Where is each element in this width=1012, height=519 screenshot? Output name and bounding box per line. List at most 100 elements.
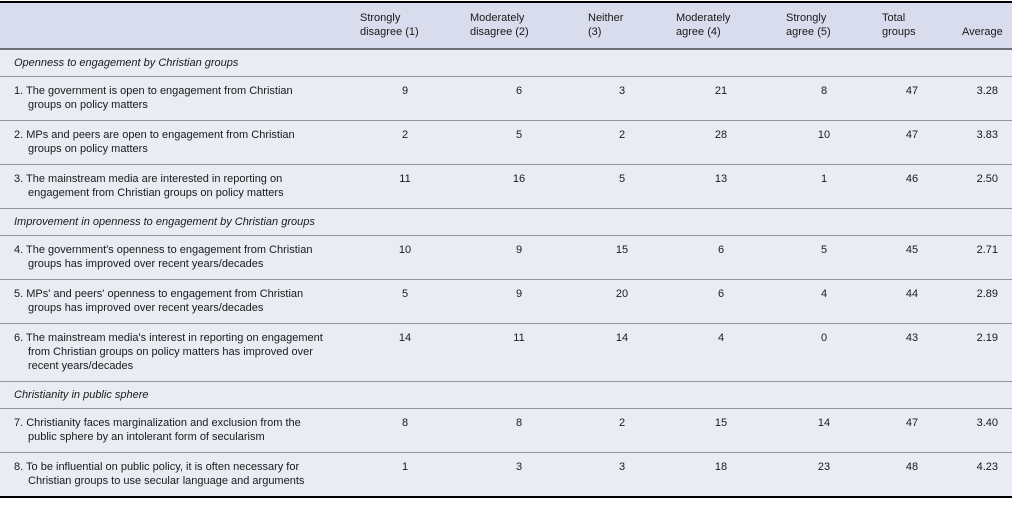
value-cell: 47 — [905, 129, 919, 141]
table-row: 3. The mainstream media are interested i… — [0, 165, 1012, 209]
average-cell: 4.23 — [976, 461, 998, 473]
column-header-line: disagree (1) — [360, 26, 419, 38]
value-cell: 13 — [714, 173, 728, 185]
value-cell: 47 — [905, 417, 919, 429]
table-row: 7. Christianity faces marginalization an… — [0, 409, 1012, 453]
value-cell: 47 — [905, 85, 919, 97]
average-cell: 3.83 — [976, 129, 998, 141]
row-label: 8. To be influential on public policy, i… — [14, 461, 305, 487]
average-cell: 2.50 — [976, 173, 998, 185]
table-row: 1. The government is open to engagement … — [0, 77, 1012, 121]
average-cell: 2.19 — [976, 332, 998, 344]
value-cell: 0 — [820, 332, 828, 344]
section-header-label: Openness to engagement by Christian grou… — [14, 57, 239, 69]
average-cell: 2.89 — [976, 288, 998, 300]
column-header-line: Strongly — [360, 12, 401, 24]
value-cell: 6 — [717, 288, 725, 300]
value-cell: 23 — [817, 461, 831, 473]
value-cell: 43 — [905, 332, 919, 344]
table-row: 4. The government's openness to engageme… — [0, 236, 1012, 280]
value-cell: 5 — [618, 173, 626, 185]
column-header-5: Strongly agree (5) — [776, 2, 872, 49]
value-cell: 9 — [401, 85, 409, 97]
corner-cell — [0, 2, 350, 49]
table-row: 5. MPs' and peers' openness to engagemen… — [0, 280, 1012, 324]
value-cell: 16 — [512, 173, 526, 185]
column-header-1: Strongly disagree (1) — [350, 2, 460, 49]
value-cell: 6 — [717, 244, 725, 256]
column-header-line: Strongly — [786, 12, 827, 24]
table-row: 8. To be influential on public policy, i… — [0, 453, 1012, 498]
value-cell: 4 — [820, 288, 828, 300]
value-cell: 14 — [615, 332, 629, 344]
value-cell: 14 — [398, 332, 412, 344]
value-cell: 9 — [515, 288, 523, 300]
value-cell: 46 — [905, 173, 919, 185]
value-cell: 8 — [820, 85, 828, 97]
value-cell: 11 — [399, 173, 411, 185]
value-cell: 9 — [515, 244, 523, 256]
column-header-2: Moderately disagree (2) — [460, 2, 578, 49]
average-cell: 2.71 — [976, 244, 998, 256]
section-row: Christianity in public sphere — [0, 382, 1012, 409]
column-header-6: Total groups — [872, 2, 952, 49]
column-header-line: Neither — [588, 12, 624, 24]
value-cell: 2 — [618, 129, 626, 141]
table-row: 2. MPs and peers are open to engagement … — [0, 121, 1012, 165]
section-row: Improvement in openness to engagement by… — [0, 209, 1012, 236]
column-header-line: Average — [962, 26, 1003, 38]
value-cell: 18 — [714, 461, 728, 473]
value-cell: 3 — [618, 461, 626, 473]
column-header-line: (3) — [588, 26, 602, 38]
survey-results-table: Strongly disagree (1) Moderately disagree (… — [0, 1, 1012, 498]
table-body: Openness to engagement by Christian grou… — [0, 49, 1012, 497]
value-cell: 20 — [615, 288, 629, 300]
value-cell: 8 — [401, 417, 409, 429]
row-label: 1. The government is open to engagement … — [14, 85, 293, 111]
journal-table-page: Strongly disagree (1) Moderately disagree (… — [0, 1, 1012, 498]
value-cell: 28 — [714, 129, 728, 141]
value-cell: 5 — [515, 129, 523, 141]
value-cell: 5 — [401, 288, 409, 300]
section-header-label: Improvement in openness to engagement by… — [14, 216, 315, 228]
average-cell: 3.40 — [976, 417, 998, 429]
column-header-line: agree (4) — [676, 26, 721, 38]
column-header-line: Moderately — [676, 12, 731, 24]
table-header: Strongly disagree (1) Moderately disagree (… — [0, 2, 1012, 49]
column-header-line: Moderately — [470, 12, 525, 24]
row-label: 7. Christianity faces marginalization an… — [14, 417, 301, 443]
row-label: 6. The mainstream media's interest in re… — [14, 332, 323, 372]
value-cell: 15 — [714, 417, 728, 429]
value-cell: 10 — [817, 129, 831, 141]
column-header-4: Moderately agree (4) — [666, 2, 776, 49]
value-cell: 2 — [401, 129, 409, 141]
column-header-line: disagree (2) — [470, 26, 529, 38]
row-label: 5. MPs' and peers' openness to engagemen… — [14, 288, 304, 314]
section-row: Openness to engagement by Christian grou… — [0, 49, 1012, 77]
value-cell: 5 — [820, 244, 828, 256]
value-cell: 1 — [401, 461, 409, 473]
column-header-line: Total — [882, 12, 906, 24]
row-label: 2. MPs and peers are open to engagement … — [14, 129, 295, 155]
average-cell: 3.28 — [976, 85, 998, 97]
table-header-row: Strongly disagree (1) Moderately disagree (… — [0, 2, 1012, 49]
value-cell: 3 — [515, 461, 523, 473]
column-header-line: agree (5) — [786, 26, 831, 38]
value-cell: 48 — [905, 461, 919, 473]
value-cell: 44 — [905, 288, 919, 300]
column-header-7: Average — [952, 2, 1012, 49]
table-row: 6. The mainstream media's interest in re… — [0, 324, 1012, 382]
value-cell: 2 — [618, 417, 626, 429]
row-label: 3. The mainstream media are interested i… — [14, 173, 284, 199]
value-cell: 1 — [820, 173, 828, 185]
column-header-3: Neither (3) — [578, 2, 666, 49]
value-cell: 10 — [398, 244, 412, 256]
value-cell: 3 — [618, 85, 626, 97]
value-cell: 6 — [515, 85, 523, 97]
value-cell: 45 — [905, 244, 919, 256]
column-header-line: groups — [882, 26, 916, 38]
row-label: 4. The government's openness to engageme… — [14, 244, 313, 270]
value-cell: 15 — [615, 244, 629, 256]
value-cell: 4 — [717, 332, 725, 344]
value-cell: 14 — [817, 417, 831, 429]
